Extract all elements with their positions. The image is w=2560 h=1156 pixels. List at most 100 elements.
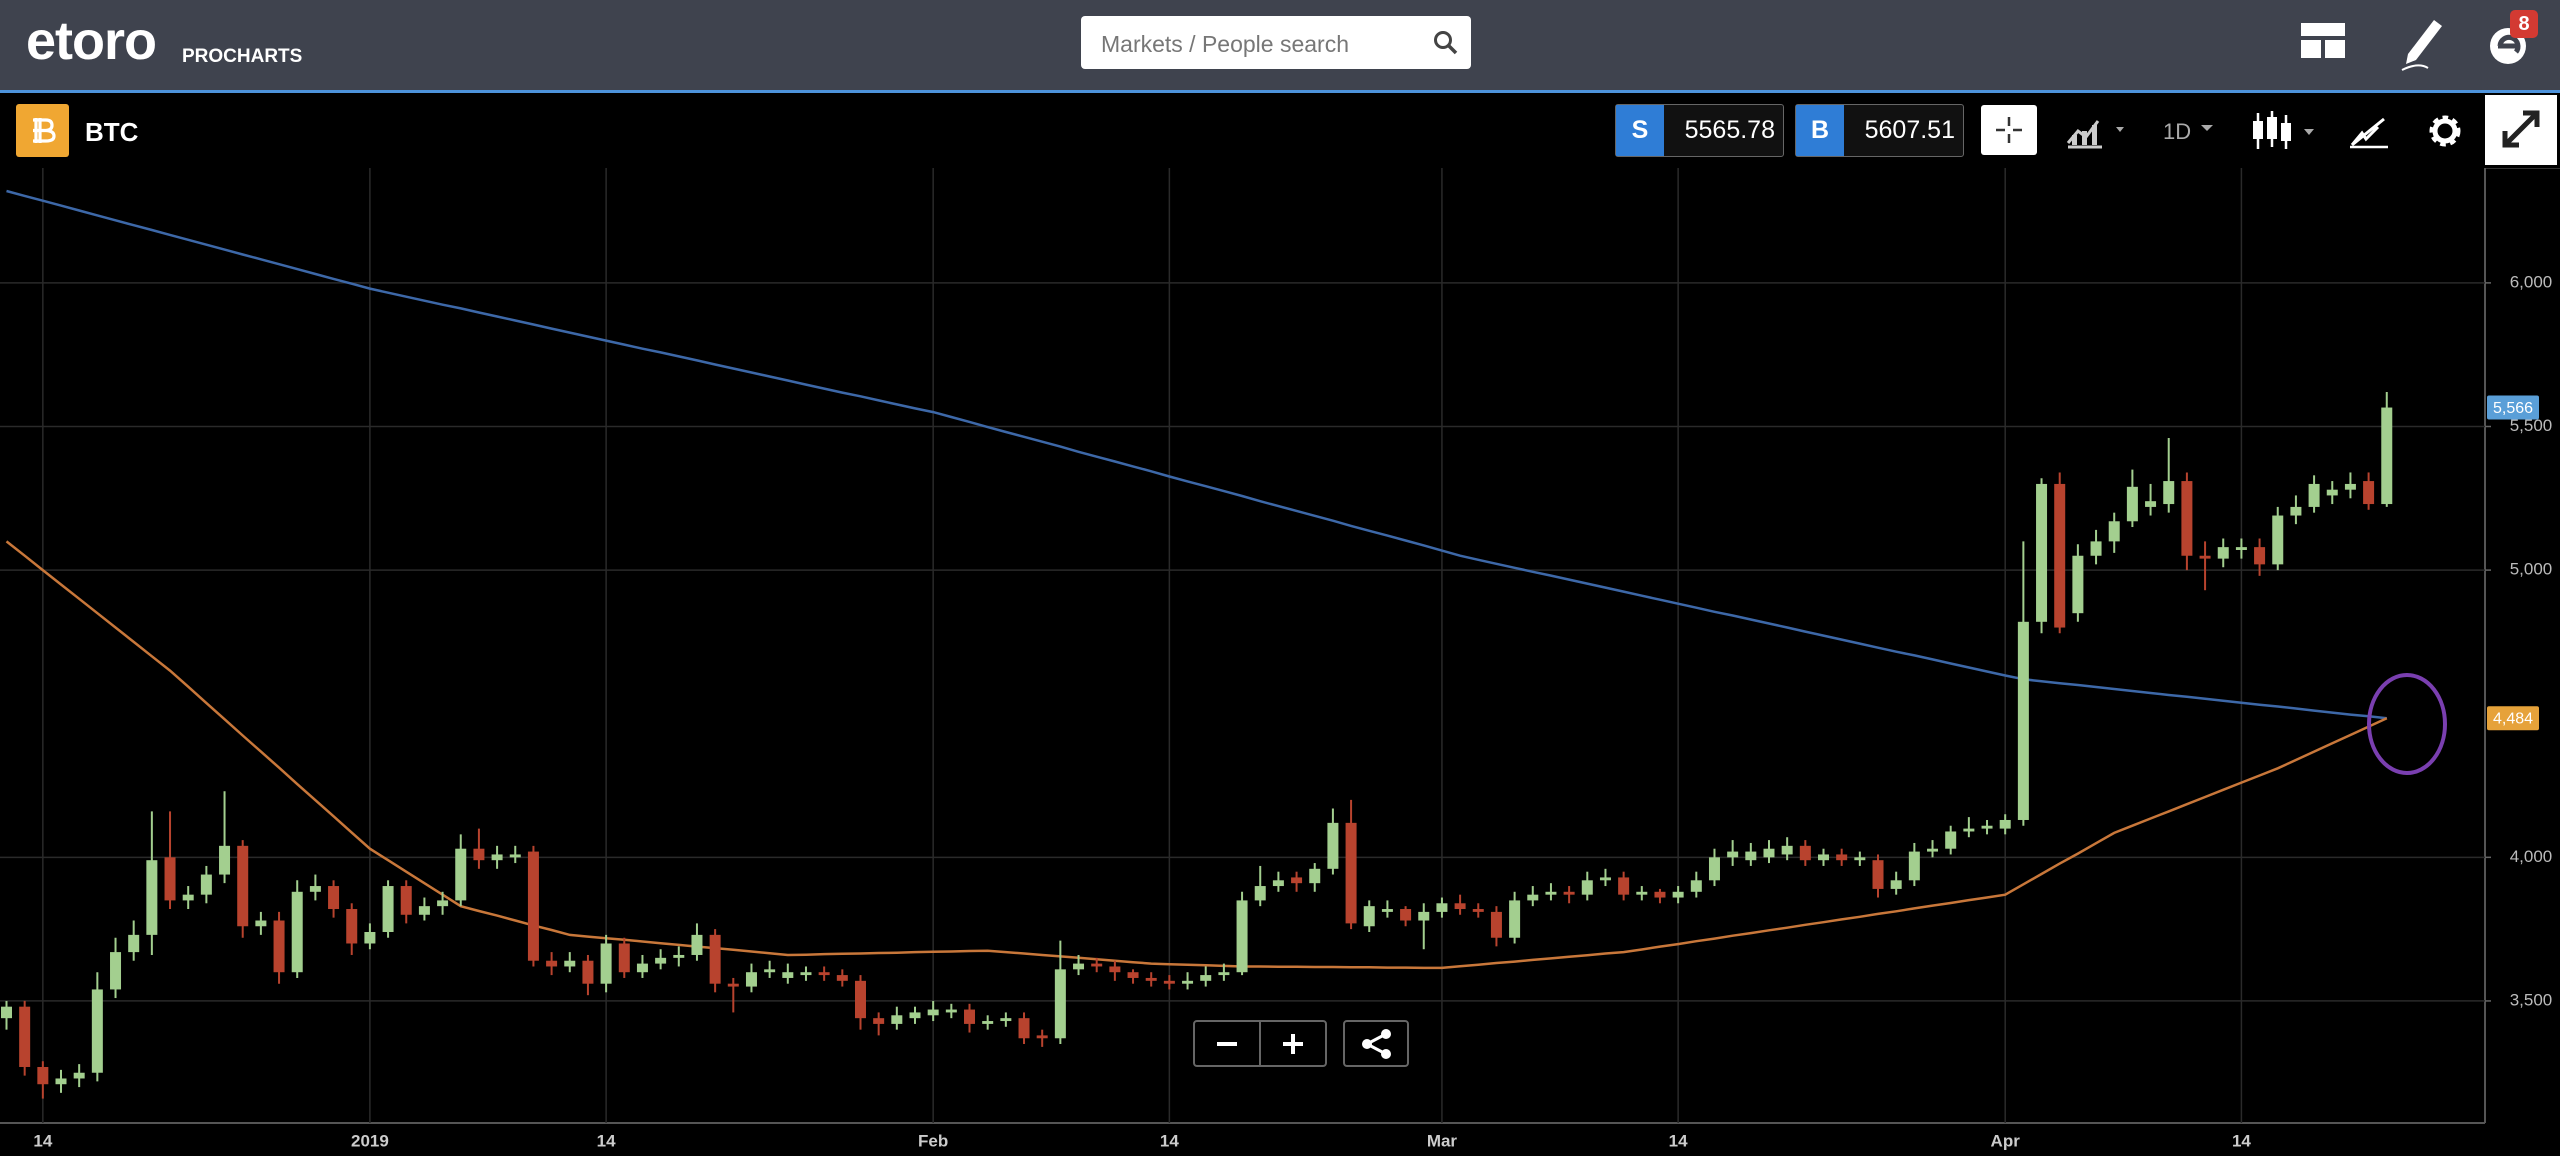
candle-body xyxy=(745,972,757,987)
plot-background xyxy=(0,168,2485,1123)
candle-body xyxy=(2326,489,2338,496)
candle-body xyxy=(1309,868,1321,884)
candle-body xyxy=(818,972,830,976)
candle-body xyxy=(945,1009,957,1013)
candle-body xyxy=(1545,891,1557,895)
candle-body xyxy=(964,1009,976,1024)
candle-body xyxy=(291,891,303,973)
candle-body xyxy=(1872,860,1884,889)
chart-type-button[interactable] xyxy=(2250,109,2320,153)
candle-body xyxy=(2290,506,2302,516)
candle-body xyxy=(636,963,648,973)
candle-body xyxy=(364,932,376,944)
layout-icon[interactable] xyxy=(2300,22,2346,60)
moving-average-line xyxy=(5,540,2388,970)
candle-body xyxy=(1818,854,1829,861)
btc-icon xyxy=(16,104,69,157)
header: etoro PROCHARTS Markets / People search … xyxy=(0,0,2560,90)
candle-body xyxy=(727,983,739,987)
candle-body xyxy=(673,954,685,958)
buy-price: 5607.51 xyxy=(1864,116,1955,144)
candle-body xyxy=(891,1015,903,1024)
candle-body xyxy=(1763,848,1775,858)
price-marker-label: 4,484 xyxy=(2493,711,2533,728)
candle-body xyxy=(1381,909,1393,912)
notification-badge[interactable]: 8 xyxy=(2510,10,2538,38)
x-tick-label: Mar xyxy=(1427,1131,1458,1150)
candle-body xyxy=(455,848,467,901)
settings-button[interactable] xyxy=(2425,111,2465,151)
candle-body xyxy=(1581,880,1593,895)
candle-body xyxy=(2199,555,2211,559)
candle-body xyxy=(491,854,503,861)
candle-body xyxy=(1854,857,1866,861)
candle-body xyxy=(1127,972,1139,978)
candle-body xyxy=(128,934,140,953)
price-marker xyxy=(2487,706,2539,731)
buy-button[interactable]: B 5607.51 xyxy=(1795,104,1964,157)
candle-body xyxy=(1454,903,1466,910)
candle-body xyxy=(1000,1018,1012,1022)
zoom-in-button[interactable] xyxy=(1283,1034,1303,1054)
candle-body xyxy=(1890,880,1902,889)
candle-body xyxy=(2217,547,2229,559)
candle-body xyxy=(200,874,212,895)
candle-body xyxy=(1690,880,1702,892)
price-marker-label: 5,566 xyxy=(2493,400,2533,417)
moving-average-line xyxy=(6,189,2387,720)
interval-caret[interactable] xyxy=(2200,123,2214,133)
candle-body xyxy=(1327,822,1339,869)
candle-body xyxy=(1254,886,1266,901)
candle-body xyxy=(873,1018,885,1024)
share-dot xyxy=(1362,1039,1372,1049)
candle-body xyxy=(182,894,194,901)
x-tick-label: 14 xyxy=(2232,1131,2251,1150)
sell-label: S xyxy=(1616,105,1664,156)
search-icon[interactable] xyxy=(1433,30,1459,56)
candle-body xyxy=(1599,877,1611,881)
candle-body xyxy=(1836,854,1848,861)
indicators-button[interactable] xyxy=(2066,113,2132,149)
y-tick-label: 5,000 xyxy=(2510,560,2553,579)
annotation-circle xyxy=(2367,673,2447,775)
interval-select[interactable]: 1D xyxy=(2163,119,2192,144)
x-tick-label: Apr xyxy=(1991,1131,2021,1150)
candle-body xyxy=(328,886,340,910)
drawing-tools-button[interactable] xyxy=(2348,113,2390,149)
fullscreen-button[interactable] xyxy=(2485,95,2557,165)
candle-body xyxy=(1654,891,1666,898)
plot-layer: 5,566 4,484 xyxy=(1,189,2539,1099)
candle-body xyxy=(1091,963,1103,967)
candle-body xyxy=(2072,555,2084,614)
candle-body xyxy=(146,860,158,935)
candle-body xyxy=(1618,877,1630,895)
candle-body xyxy=(927,1009,939,1016)
share-button[interactable] xyxy=(1343,1020,1409,1067)
sell-button[interactable]: S 5565.78 xyxy=(1615,104,1784,157)
candle-body xyxy=(1073,963,1085,970)
search-box[interactable]: Markets / People search xyxy=(1081,16,1471,69)
symbol: BTC xyxy=(85,117,139,147)
candle-body xyxy=(19,1006,31,1067)
candle-body xyxy=(2090,541,2102,556)
candle-body xyxy=(1981,825,1993,829)
candle-body xyxy=(1182,980,1194,984)
x-tick-label: 14 xyxy=(597,1131,616,1150)
crosshair-button[interactable] xyxy=(1981,105,2037,155)
candle-body xyxy=(2017,621,2029,820)
candle-body xyxy=(1708,857,1720,881)
candle-body xyxy=(1745,851,1757,861)
edit-icon[interactable] xyxy=(2398,14,2448,72)
chart: 3,500 4,000 5,000 5,500 6,000 14 2019 14 Feb 14 Ma… xyxy=(0,168,2553,1150)
logo[interactable]: etoro xyxy=(26,11,157,71)
candle-body xyxy=(1418,911,1430,921)
candle-body xyxy=(1363,906,1375,927)
share-dot xyxy=(1381,1049,1391,1059)
candle-body xyxy=(2272,515,2284,565)
candle-body xyxy=(418,906,430,915)
x-tick-label: 2019 xyxy=(351,1131,389,1150)
candle-body xyxy=(800,972,812,976)
sell-price: 5565.78 xyxy=(1684,116,1775,144)
candle-body xyxy=(309,886,321,892)
candle-body xyxy=(1218,972,1230,976)
